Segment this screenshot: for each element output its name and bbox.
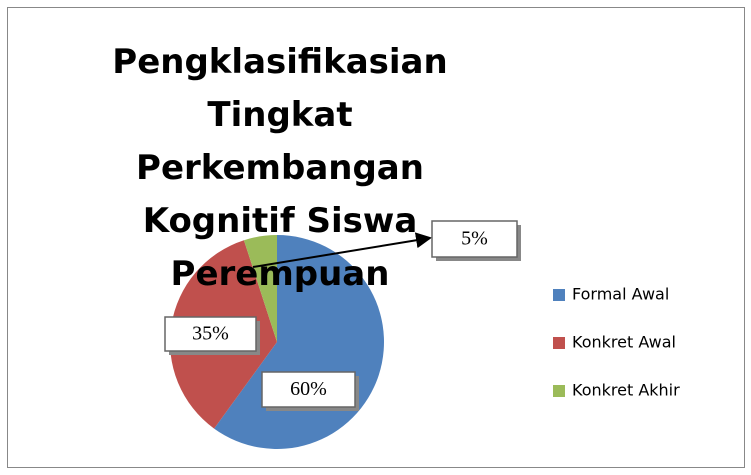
data-label: 5% xyxy=(461,228,488,250)
legend-label: Konkret Awal xyxy=(572,333,676,352)
legend-label: Formal Awal xyxy=(572,285,669,304)
data-label: 35% xyxy=(192,323,229,345)
label-box xyxy=(261,371,356,408)
data-label: 60% xyxy=(290,378,327,400)
legend-swatch xyxy=(553,385,565,397)
legend-swatch xyxy=(553,289,565,301)
label-box xyxy=(164,316,257,352)
chart-border xyxy=(7,7,745,468)
legend-label: Konkret Akhir xyxy=(572,381,680,400)
chart-title: Pengklasifikasian Tingkat Perkembangan K… xyxy=(112,42,448,294)
legend-swatch xyxy=(553,337,565,349)
label-leader xyxy=(252,232,432,268)
pie-slice xyxy=(243,235,277,342)
label-box xyxy=(431,220,518,258)
